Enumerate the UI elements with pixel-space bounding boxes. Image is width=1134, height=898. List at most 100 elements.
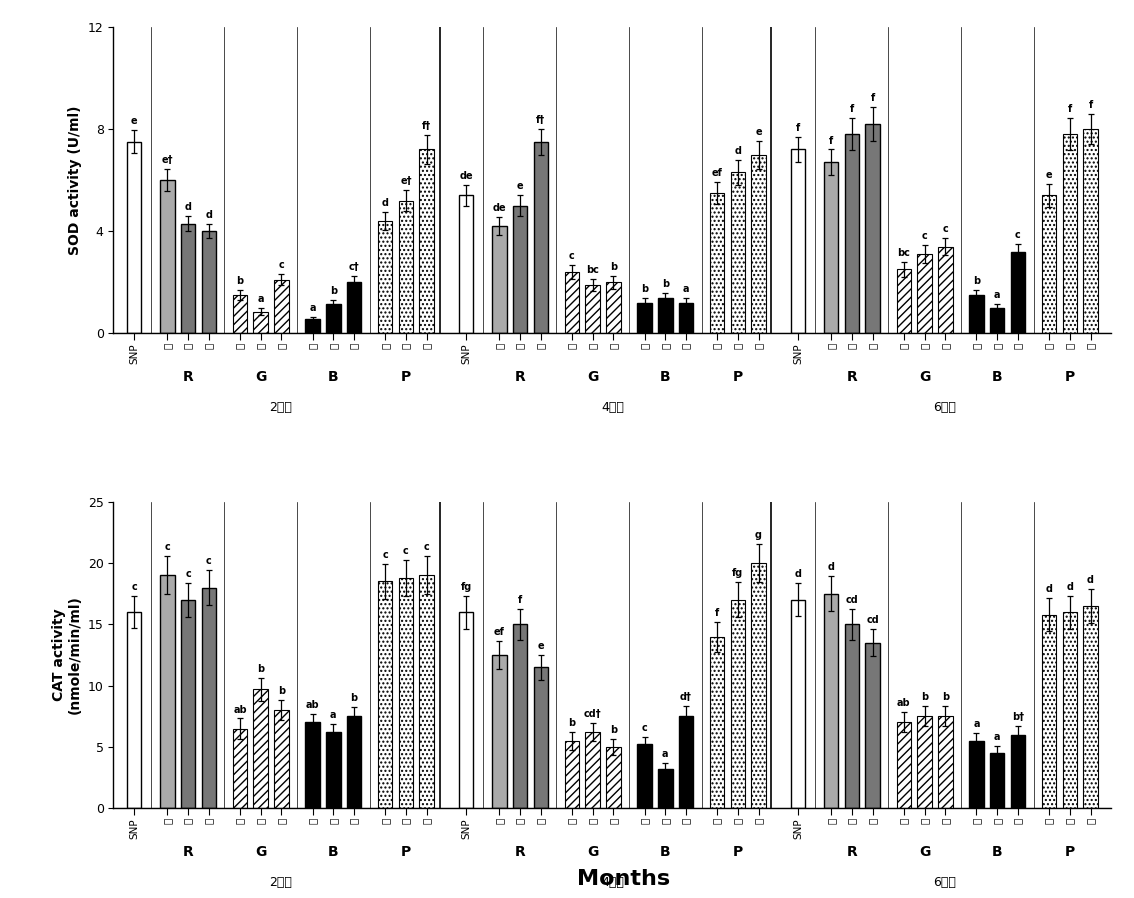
Bar bbox=[347, 717, 362, 808]
Text: b: b bbox=[921, 692, 928, 702]
Bar bbox=[1042, 196, 1057, 333]
Bar bbox=[637, 744, 652, 808]
Text: cd: cd bbox=[866, 615, 879, 625]
Text: b: b bbox=[257, 664, 264, 674]
Text: cd: cd bbox=[846, 595, 858, 605]
Bar bbox=[347, 282, 362, 333]
Bar bbox=[679, 717, 693, 808]
Text: 2개월: 2개월 bbox=[269, 401, 291, 414]
Text: a: a bbox=[330, 710, 337, 720]
Text: f: f bbox=[849, 104, 854, 114]
Text: f†: f† bbox=[536, 115, 545, 125]
Text: P: P bbox=[400, 370, 411, 384]
Bar bbox=[305, 320, 320, 333]
Bar bbox=[917, 717, 932, 808]
Bar bbox=[1010, 735, 1025, 808]
Bar bbox=[274, 710, 289, 808]
Bar bbox=[492, 226, 507, 333]
Bar bbox=[459, 196, 473, 333]
Text: d†: d† bbox=[680, 692, 692, 702]
Bar bbox=[232, 728, 247, 808]
Bar bbox=[565, 741, 579, 808]
Text: bc: bc bbox=[586, 265, 599, 275]
Bar bbox=[459, 612, 473, 808]
Text: a: a bbox=[995, 732, 1000, 742]
Text: f: f bbox=[518, 595, 522, 605]
Text: b: b bbox=[641, 285, 648, 295]
Text: d: d bbox=[735, 145, 742, 155]
Bar bbox=[790, 600, 805, 808]
Text: d: d bbox=[828, 562, 835, 572]
Bar bbox=[305, 722, 320, 808]
Bar bbox=[533, 667, 548, 808]
Bar bbox=[533, 142, 548, 333]
Bar bbox=[253, 690, 268, 808]
Text: f†: f† bbox=[422, 121, 431, 131]
Text: P: P bbox=[733, 370, 743, 384]
Text: d: d bbox=[1088, 575, 1094, 585]
Bar bbox=[202, 587, 217, 808]
Bar bbox=[752, 154, 765, 333]
Bar bbox=[865, 124, 880, 333]
Text: Months: Months bbox=[577, 869, 670, 889]
Bar bbox=[127, 612, 142, 808]
Bar bbox=[990, 753, 1005, 808]
Text: a: a bbox=[995, 290, 1000, 300]
Text: ab: ab bbox=[306, 700, 320, 709]
Text: B: B bbox=[992, 845, 1002, 859]
Bar bbox=[1083, 606, 1098, 808]
Text: P: P bbox=[1065, 370, 1075, 384]
Text: b: b bbox=[568, 718, 575, 728]
Text: b†: b† bbox=[1012, 712, 1024, 722]
Bar bbox=[399, 577, 413, 808]
Bar bbox=[420, 149, 434, 333]
Bar bbox=[1010, 251, 1025, 333]
Text: 4개월: 4개월 bbox=[601, 876, 624, 889]
Text: B: B bbox=[328, 845, 339, 859]
Bar bbox=[917, 254, 932, 333]
Bar bbox=[253, 312, 268, 333]
Text: e: e bbox=[517, 181, 524, 191]
Bar bbox=[1083, 129, 1098, 333]
Bar bbox=[1063, 612, 1077, 808]
Text: d: d bbox=[1046, 585, 1052, 594]
Text: B: B bbox=[328, 370, 339, 384]
Bar bbox=[565, 272, 579, 333]
Text: G: G bbox=[255, 845, 266, 859]
Bar bbox=[378, 221, 392, 333]
Text: c: c bbox=[642, 723, 648, 733]
Text: fg: fg bbox=[460, 582, 472, 592]
Bar bbox=[513, 624, 527, 808]
Text: P: P bbox=[733, 845, 743, 859]
Bar bbox=[127, 142, 142, 333]
Text: f: f bbox=[1068, 104, 1072, 114]
Text: e: e bbox=[1046, 171, 1052, 180]
Bar bbox=[327, 304, 340, 333]
Bar bbox=[378, 582, 392, 808]
Text: R: R bbox=[515, 370, 525, 384]
Bar bbox=[637, 303, 652, 333]
Text: de: de bbox=[492, 203, 506, 213]
Bar bbox=[607, 282, 620, 333]
Bar bbox=[274, 279, 289, 333]
Text: b: b bbox=[330, 286, 337, 296]
Bar bbox=[970, 741, 983, 808]
Text: 6개월: 6개월 bbox=[933, 401, 956, 414]
Text: d: d bbox=[1066, 582, 1073, 592]
Text: P: P bbox=[1065, 845, 1075, 859]
Bar bbox=[790, 149, 805, 333]
Text: c†: c† bbox=[349, 262, 359, 272]
Text: R: R bbox=[515, 845, 525, 859]
Text: c: c bbox=[942, 224, 948, 234]
Bar bbox=[865, 643, 880, 808]
Text: B: B bbox=[660, 370, 670, 384]
Bar bbox=[658, 769, 672, 808]
Text: d: d bbox=[205, 210, 212, 220]
Bar bbox=[990, 308, 1005, 333]
Bar bbox=[607, 747, 620, 808]
Bar bbox=[180, 224, 195, 333]
Text: 4개월: 4개월 bbox=[601, 401, 624, 414]
Text: R: R bbox=[183, 845, 194, 859]
Text: c: c bbox=[403, 546, 408, 556]
Bar bbox=[202, 231, 217, 333]
